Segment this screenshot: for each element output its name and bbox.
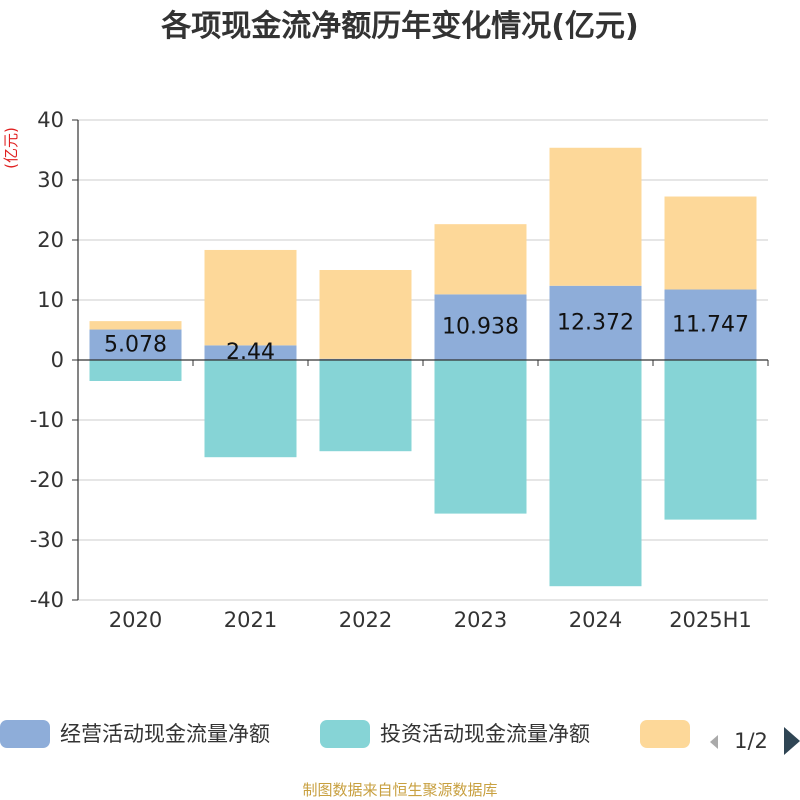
bar-series3-2020[interactable]	[89, 321, 182, 330]
bar-series1-2024[interactable]	[549, 285, 642, 360]
y-tick-label: 30	[37, 168, 64, 192]
legend-swatch-series3[interactable]	[640, 720, 690, 748]
bar-series1-2025H1[interactable]	[664, 289, 757, 360]
bars-group	[89, 147, 757, 587]
bar-series1-2021[interactable]	[204, 345, 297, 360]
legend-pager: 1/2	[710, 727, 800, 755]
y-tick-label: -20	[30, 468, 64, 492]
legend-swatch-series2[interactable]	[320, 720, 370, 748]
y-tick-label: 0	[51, 348, 64, 372]
bar-series3-2021[interactable]	[204, 249, 297, 346]
bar-series1-2023[interactable]	[434, 294, 527, 360]
y-tick-label: -10	[30, 408, 64, 432]
bar-series3-2025H1[interactable]	[664, 196, 757, 290]
axes-group	[77, 120, 769, 600]
x-tick-label: 2025H1	[669, 608, 752, 632]
legend-prev-arrow-icon[interactable]	[710, 735, 718, 749]
tick-labels-group: 40 30 20 10 0 -10 -20 -30 -40 2020 2021 2022 2023 202…	[30, 108, 752, 632]
legend-label-series1[interactable]: 经营活动现金流量净额	[60, 722, 270, 746]
y-axis-unit-label: (亿元)	[2, 127, 20, 169]
x-tick-label: 2023	[454, 608, 507, 632]
x-tick-label: 2022	[339, 608, 392, 632]
data-labels-group: 5.078 2.44 10.938 12.372 11.747	[104, 310, 749, 365]
x-tick-label: 2024	[569, 608, 622, 632]
source-note: 制图数据来自恒生聚源数据库	[302, 781, 497, 799]
x-tick-label: 2021	[224, 608, 277, 632]
data-label-2025H1: 11.747	[672, 312, 749, 337]
legend-next-arrow-icon[interactable]	[784, 727, 800, 755]
legend-page-indicator: 1/2	[734, 729, 768, 753]
bar-series2-2022[interactable]	[319, 360, 412, 452]
data-label-2020: 5.078	[104, 332, 167, 357]
bar-series3-2022[interactable]	[319, 270, 412, 359]
legend-label-series2[interactable]: 投资活动现金流量净额	[380, 722, 590, 746]
legend: 经营活动现金流量净额 投资活动现金流量净额	[0, 720, 690, 748]
y-tick-label: 20	[37, 228, 64, 252]
x-tick-label: 2020	[109, 608, 162, 632]
bar-series2-2023[interactable]	[434, 360, 527, 514]
bar-series2-2021[interactable]	[204, 360, 297, 458]
y-tick-label: 40	[37, 108, 64, 132]
y-tick-label: 10	[37, 288, 64, 312]
bar-series2-2024[interactable]	[549, 360, 642, 587]
data-label-2024: 12.372	[557, 310, 634, 335]
y-tick-label: -40	[30, 588, 64, 612]
y-tick-label: -30	[30, 528, 64, 552]
chart-title: 各项现金流净额历年变化情况(亿元)	[160, 9, 638, 44]
legend-swatch-series1[interactable]	[0, 720, 50, 748]
data-label-2023: 10.938	[442, 315, 519, 340]
bar-series1-2020[interactable]	[89, 329, 182, 360]
data-label-2021: 2.44	[226, 340, 275, 365]
bar-series2-2025H1[interactable]	[664, 360, 757, 520]
bar-series2-2020[interactable]	[89, 360, 182, 381]
bar-series3-2024[interactable]	[549, 147, 642, 286]
bar-series3-2023[interactable]	[434, 224, 527, 295]
